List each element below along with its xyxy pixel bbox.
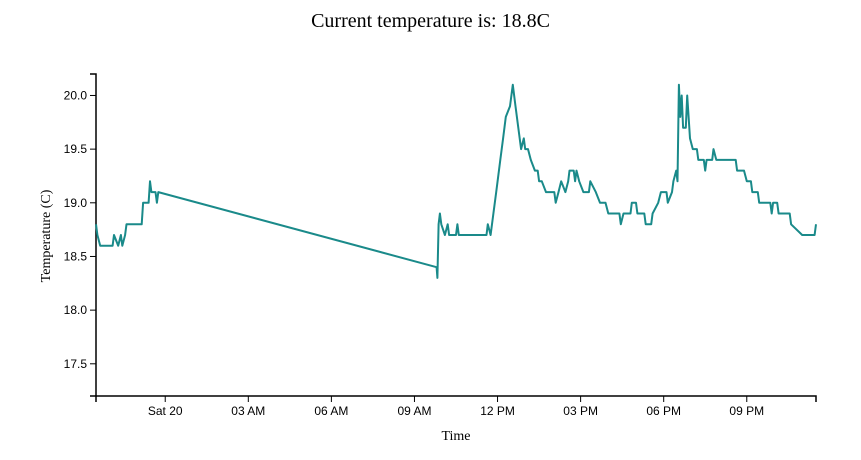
x-tick-label: 06 AM: [314, 404, 348, 418]
page-title: Current temperature is: 18.8C: [311, 10, 550, 32]
y-tick-label: 17.5: [64, 357, 88, 371]
x-tick-label: 12 PM: [480, 404, 515, 418]
x-tick-label: 09 PM: [729, 404, 764, 418]
x-tick-label: 03 PM: [563, 404, 598, 418]
x-axis-line: [95, 395, 817, 402]
x-tick-label: 09 AM: [397, 404, 431, 418]
y-axis-title: Temperature (C): [39, 189, 54, 282]
y-tick-label: 18.5: [64, 249, 88, 263]
x-tick-label: 06 PM: [646, 404, 681, 418]
temperature-series-line: [95, 83, 817, 279]
plot-area: [95, 83, 817, 279]
x-tick-label: 03 AM: [231, 404, 265, 418]
x-axis-title: Time: [441, 429, 470, 444]
y-tick-label: 18.0: [64, 303, 88, 317]
y-tick-label: 20.0: [64, 88, 88, 102]
axes: 17.5 18.0 18.5 19.0 19.5 20.0 Sat 20 03 AM 06 AM…: [64, 73, 817, 418]
y-tick-label: 19.0: [64, 196, 88, 210]
y-axis-line: [90, 73, 97, 397]
y-tick-label: 19.5: [64, 142, 88, 156]
x-tick-label: Sat 20: [148, 404, 183, 418]
